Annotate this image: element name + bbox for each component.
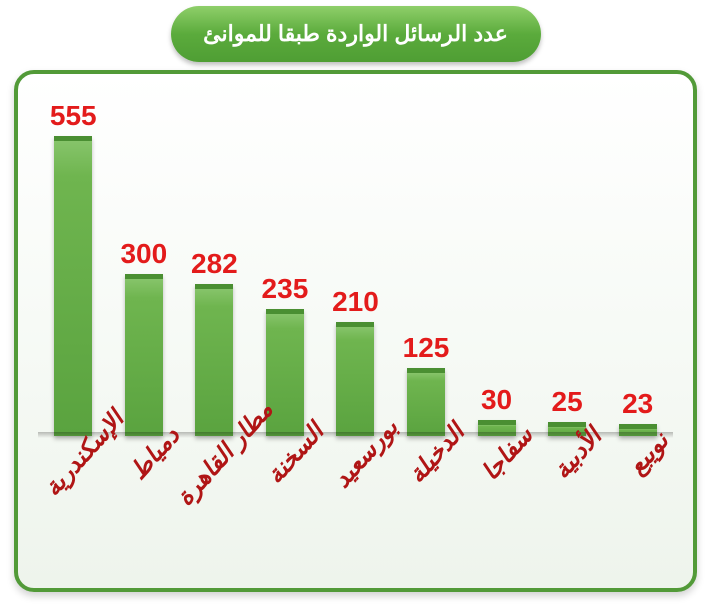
bar xyxy=(125,274,163,436)
bar-value: 282 xyxy=(191,250,238,278)
bar xyxy=(336,322,374,436)
title-pill: عدد الرسائل الواردة طبقا للموانئ xyxy=(171,6,541,62)
bars-row: 555 300 282 235 210 125 xyxy=(38,98,673,438)
label-slot: بورسعيد xyxy=(325,438,385,568)
bar-value: 125 xyxy=(403,334,450,362)
bar-value: 555 xyxy=(50,102,97,130)
bar xyxy=(407,368,445,436)
bar-slot: 300 xyxy=(114,240,174,436)
label-slot: الإسكندرية xyxy=(43,438,103,568)
bar-value: 235 xyxy=(262,275,309,303)
label-slot: مطار القاهرة xyxy=(184,438,244,568)
bar-value: 23 xyxy=(622,390,653,418)
bar-slot: 555 xyxy=(43,102,103,436)
chart-area: 555 300 282 235 210 125 xyxy=(38,84,673,568)
label-slot: سفاجا xyxy=(467,438,527,568)
bar xyxy=(54,136,92,436)
bar xyxy=(195,284,233,436)
bar-value: 30 xyxy=(481,386,512,414)
label-slot: دمياط xyxy=(114,438,174,568)
bar-slot: 23 xyxy=(608,390,668,436)
labels-row: الإسكندرية دمياط مطار القاهرة السخنة بور… xyxy=(38,438,673,568)
label-slot: الدخيلة xyxy=(396,438,456,568)
label-slot: الأدبية xyxy=(537,438,597,568)
bar-value: 300 xyxy=(120,240,167,268)
bar-slot: 210 xyxy=(325,288,385,436)
bar-slot: 282 xyxy=(184,250,244,436)
bar-value: 25 xyxy=(552,388,583,416)
chart-card: 555 300 282 235 210 125 xyxy=(14,70,697,592)
label-slot: السخنة xyxy=(255,438,315,568)
label-slot: نويبع xyxy=(608,438,668,568)
bar-value: 210 xyxy=(332,288,379,316)
chart-title: عدد الرسائل الواردة طبقا للموانئ xyxy=(203,21,508,47)
